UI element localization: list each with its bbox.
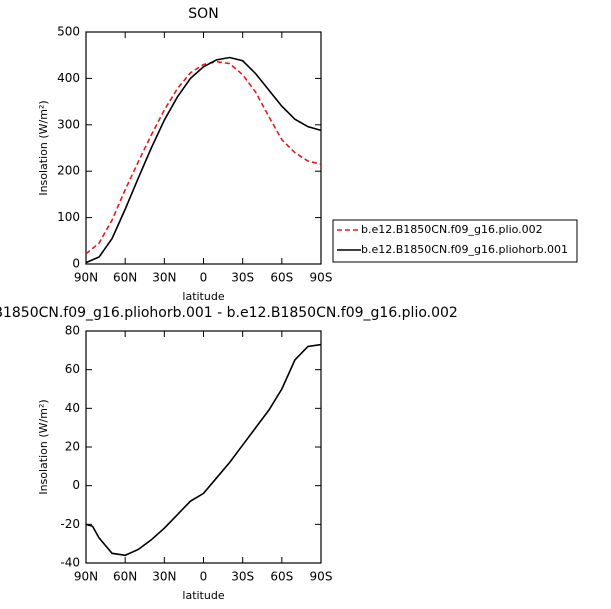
- x-tick-label: 60S: [270, 570, 293, 584]
- x-axis-label: latitude: [182, 290, 224, 303]
- x-tick-label: 30N: [152, 570, 176, 584]
- data-line: [85, 343, 322, 557]
- y-tick-label: 40: [65, 401, 80, 415]
- chart-title: b.e12.B1850CN.f09_g16.pliohorb.001 - b.e…: [0, 305, 458, 321]
- x-tick-label: 60S: [270, 271, 293, 285]
- y-axis-label: Insolation (W/m²): [37, 100, 50, 195]
- x-tick-label: 90S: [310, 271, 333, 285]
- y-tick-label: 0: [72, 478, 80, 492]
- x-tick-label: 90N: [74, 570, 98, 584]
- x-tick-label: 30S: [231, 271, 254, 285]
- y-tick-label: 300: [57, 117, 80, 131]
- legend-label: b.e12.B1850CN.f09_g16.pliohorb.001: [361, 243, 568, 256]
- x-tick-label: 30N: [152, 271, 176, 285]
- data-line: [85, 56, 322, 264]
- y-tick-label: 80: [65, 324, 80, 338]
- x-tick-label: 0: [200, 271, 208, 285]
- y-tick-label: 100: [57, 210, 80, 224]
- plot-frame: [85, 330, 322, 564]
- legend-box: [332, 219, 578, 263]
- x-axis-label: latitude: [182, 589, 224, 602]
- y-tick-label: 400: [57, 71, 80, 85]
- y-tick-label: 200: [57, 164, 80, 178]
- x-tick-label: 60N: [113, 570, 137, 584]
- y-tick-label: 500: [57, 25, 80, 39]
- y-tick-label: 0: [72, 257, 80, 271]
- y-tick-label: -20: [60, 517, 80, 531]
- x-tick-label: 30S: [231, 570, 254, 584]
- legend-label: b.e12.B1850CN.f09_g16.plio.002: [361, 223, 543, 236]
- chart-title: SON: [188, 6, 218, 22]
- x-tick-label: 0: [200, 570, 208, 584]
- x-tick-label: 90S: [310, 570, 333, 584]
- y-tick-label: 60: [65, 362, 80, 376]
- y-axis-label: Insolation (W/m²): [37, 399, 50, 494]
- y-tick-label: 20: [65, 440, 80, 454]
- x-tick-label: 90N: [74, 271, 98, 285]
- x-tick-label: 60N: [113, 271, 137, 285]
- data-line: [85, 60, 322, 255]
- y-tick-label: -40: [60, 556, 80, 570]
